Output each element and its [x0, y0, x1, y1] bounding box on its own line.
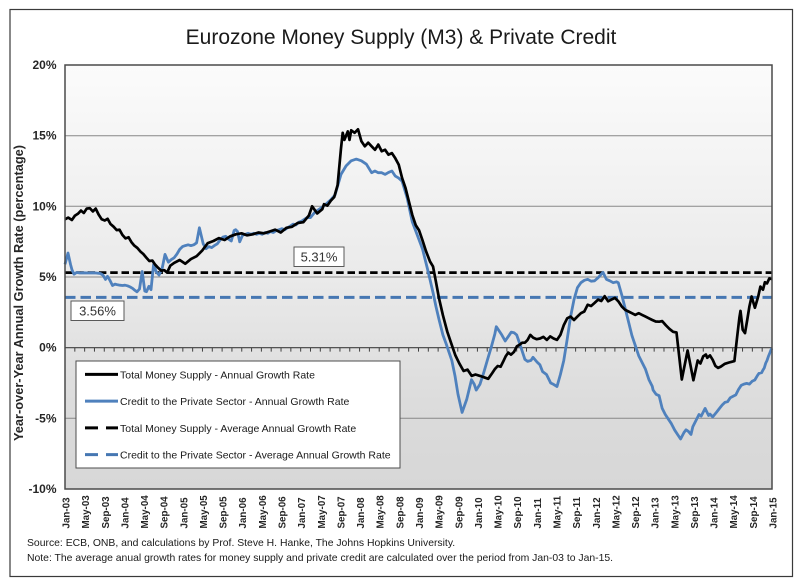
svg-text:Note: The average anual growth: Note: The average anual growth rates for… [27, 553, 613, 564]
svg-text:May-10: May-10 [494, 495, 505, 529]
svg-text:Jan-03: Jan-03 [62, 497, 73, 529]
svg-text:10%: 10% [32, 199, 56, 213]
svg-text:Sep-14: Sep-14 [749, 496, 760, 529]
svg-text:-5%: -5% [35, 411, 57, 425]
svg-text:Sep-08: Sep-08 [395, 496, 406, 529]
svg-text:20%: 20% [32, 58, 56, 72]
svg-text:May-04: May-04 [140, 495, 151, 529]
svg-text:Sep-03: Sep-03 [101, 496, 112, 529]
svg-text:Sep-06: Sep-06 [278, 496, 289, 529]
svg-text:Total Money Supply - Average A: Total Money Supply - Average Annual Grow… [120, 423, 356, 435]
svg-text:May-06: May-06 [258, 495, 269, 529]
svg-text:Jan-08: Jan-08 [356, 497, 367, 529]
svg-text:-10%: -10% [28, 482, 56, 496]
svg-text:Credit to the Private Sector -: Credit to the Private Sector - Average A… [120, 450, 391, 462]
svg-text:Source: ECB, ONB, and calculat: Source: ECB, ONB, and calculations by Pr… [27, 538, 455, 549]
svg-text:Jan-07: Jan-07 [297, 497, 308, 529]
svg-text:5%: 5% [39, 270, 57, 284]
svg-text:Jan-09: Jan-09 [415, 497, 426, 529]
svg-text:Credit to the Private Sector -: Credit to the Private Sector - Annual Gr… [120, 396, 350, 408]
svg-text:May-07: May-07 [317, 495, 328, 529]
svg-text:May-05: May-05 [199, 495, 210, 529]
svg-text:Jan-12: Jan-12 [592, 497, 603, 529]
svg-text:May-09: May-09 [435, 495, 446, 529]
svg-text:Sep-07: Sep-07 [336, 496, 347, 529]
svg-text:5.31%: 5.31% [301, 250, 338, 265]
svg-text:Year-over-Year Annual Growth R: Year-over-Year Annual Growth Rate (perce… [11, 145, 26, 441]
svg-text:May-13: May-13 [670, 495, 681, 529]
svg-text:Jan-05: Jan-05 [179, 497, 190, 529]
svg-text:3.56%: 3.56% [79, 304, 116, 319]
svg-text:Sep-13: Sep-13 [690, 496, 701, 529]
svg-text:May-11: May-11 [553, 495, 564, 528]
svg-text:Jan-15: Jan-15 [769, 497, 780, 529]
svg-text:0%: 0% [39, 341, 57, 355]
svg-text:Jan-10: Jan-10 [474, 497, 485, 529]
svg-text:Eurozone Money Supply (M3) & P: Eurozone Money Supply (M3) & Private Cre… [186, 26, 617, 49]
svg-text:Jan-06: Jan-06 [238, 497, 249, 529]
svg-text:May-14: May-14 [729, 495, 740, 529]
svg-text:Jan-11: Jan-11 [533, 497, 544, 528]
svg-text:15%: 15% [32, 129, 56, 143]
svg-text:Total Money Supply - Annual Gr: Total Money Supply - Annual Growth Rate [120, 369, 315, 381]
svg-text:May-03: May-03 [81, 495, 92, 529]
svg-text:Sep-10: Sep-10 [513, 496, 524, 529]
svg-text:May-08: May-08 [376, 495, 387, 529]
svg-text:Sep-04: Sep-04 [160, 496, 171, 529]
svg-text:Sep-05: Sep-05 [219, 496, 230, 529]
svg-text:Jan-04: Jan-04 [120, 497, 131, 529]
svg-text:Sep-11: Sep-11 [572, 496, 583, 528]
svg-text:May-12: May-12 [611, 495, 622, 529]
svg-text:Sep-09: Sep-09 [454, 496, 465, 529]
svg-text:Sep-12: Sep-12 [631, 496, 642, 529]
svg-text:Jan-13: Jan-13 [651, 497, 662, 529]
svg-text:Jan-14: Jan-14 [710, 497, 721, 529]
